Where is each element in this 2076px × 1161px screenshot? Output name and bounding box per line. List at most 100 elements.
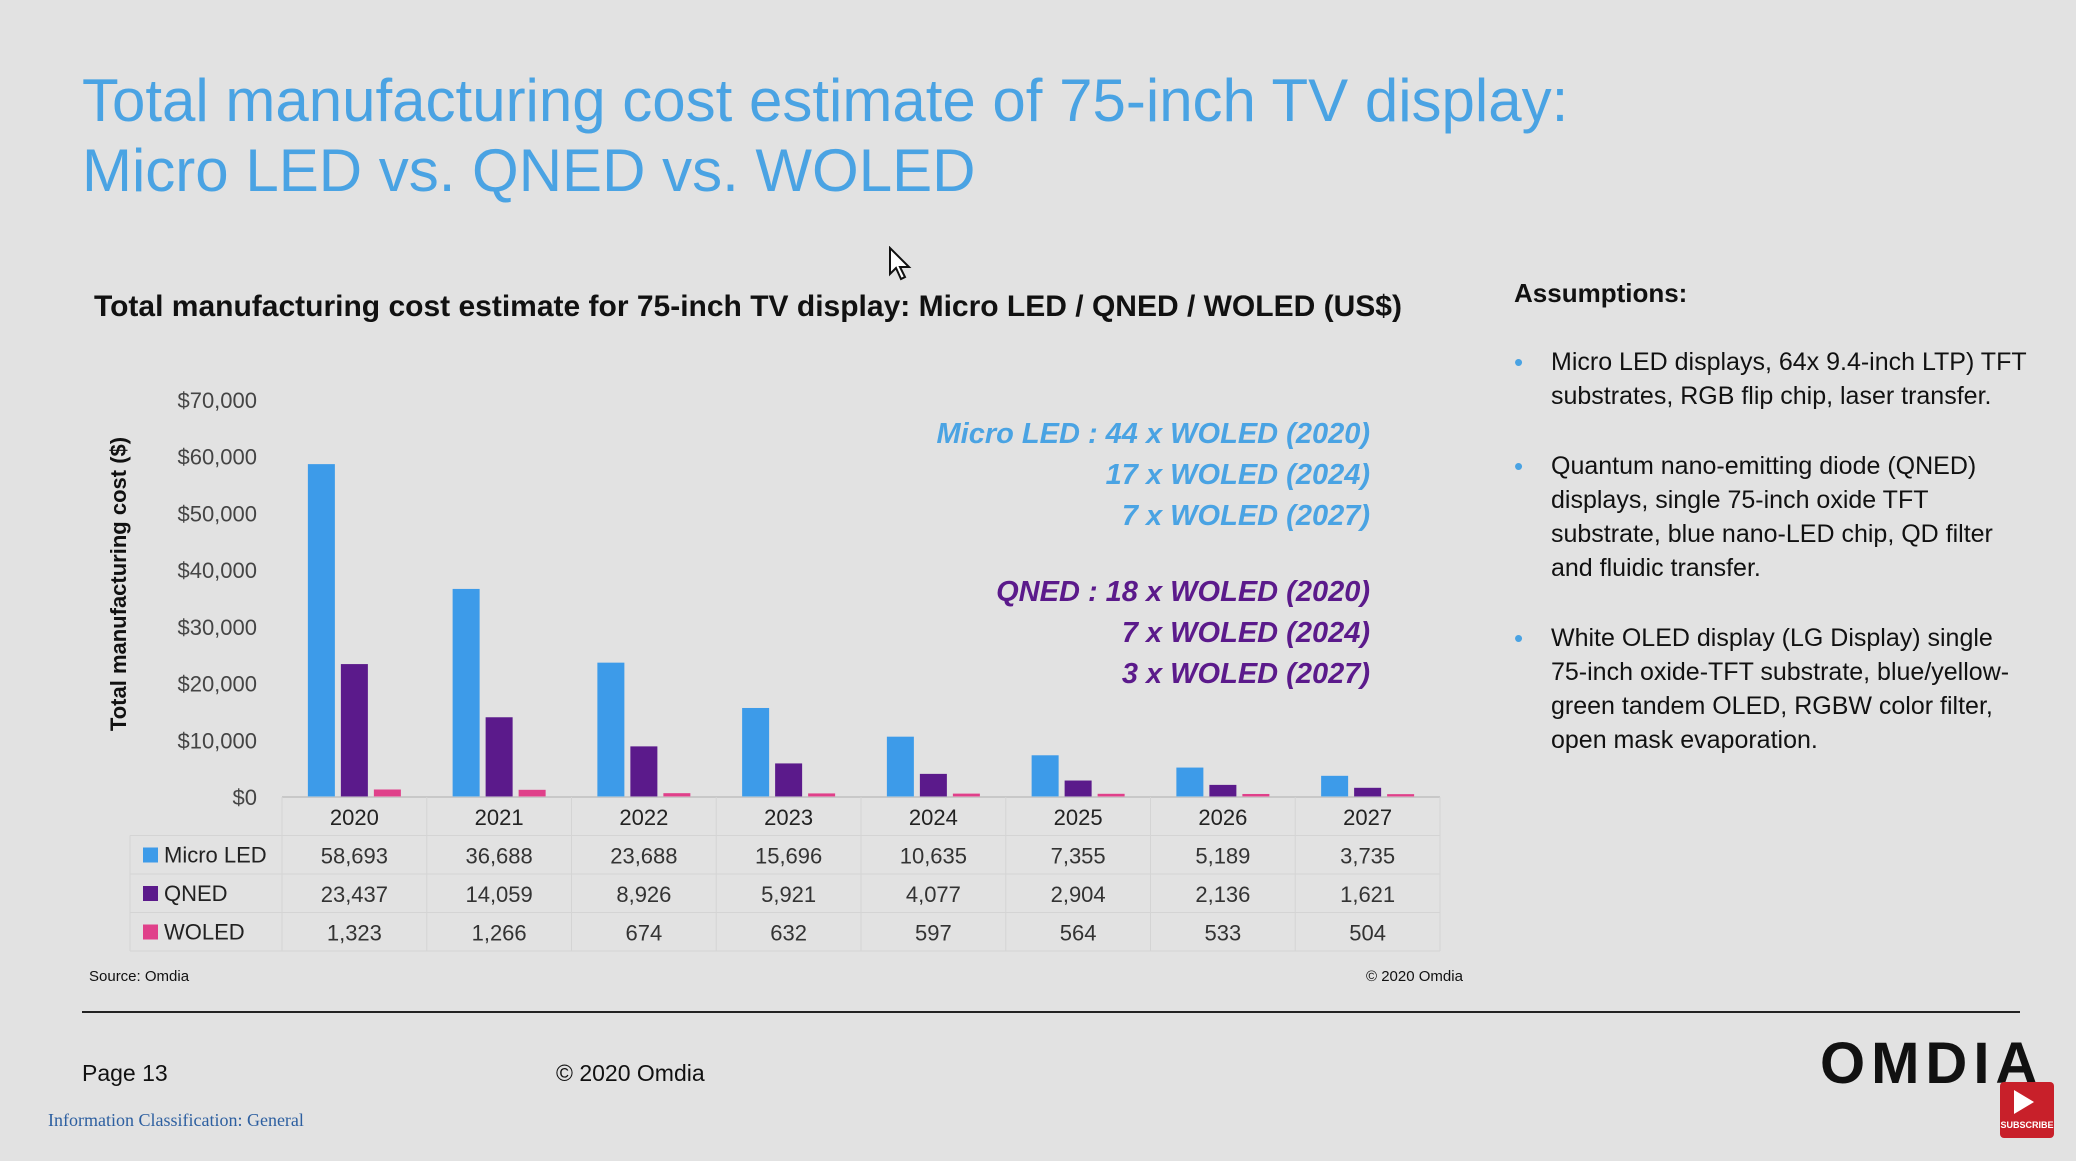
data-label: 14,059 <box>465 882 532 907</box>
data-label: 23,437 <box>321 882 388 907</box>
bar <box>1321 775 1349 797</box>
x-tick-label: 2024 <box>909 805 958 830</box>
annotation-micro-led: Micro LED : 44 x WOLED (2020) <box>937 418 1371 450</box>
slide-title: Total manufacturing cost estimate of 75-… <box>82 66 1882 206</box>
data-label: 5,921 <box>761 882 816 907</box>
chart-source: Source: Omdia <box>89 968 190 985</box>
annotation-qned: QNED : 18 x WOLED (2020) <box>996 576 1370 608</box>
x-tick-label: 2026 <box>1198 805 1247 830</box>
slide-title-line-1: Total manufacturing cost estimate of 75-… <box>82 67 1569 134</box>
y-tick-label: $20,000 <box>177 672 257 697</box>
legend-swatch <box>143 886 158 901</box>
annotation-micro-led: 17 x WOLED (2024) <box>1106 459 1370 491</box>
bar <box>1097 793 1125 797</box>
footer-divider <box>82 1011 2020 1013</box>
chart-title: Total manufacturing cost estimate for 75… <box>94 290 1402 323</box>
data-label: 10,635 <box>900 844 967 869</box>
data-label: 8,926 <box>616 882 671 907</box>
assumptions-list: • Micro LED displays, 64x 9.4-inch LTP) T… <box>1514 345 2034 793</box>
data-label: 3,735 <box>1340 844 1395 869</box>
play-icon <box>2014 1090 2034 1114</box>
legend-label: Micro LED <box>164 843 267 868</box>
bar <box>518 789 546 797</box>
data-label: 1,266 <box>472 921 527 946</box>
data-label: 36,688 <box>465 844 532 869</box>
mouse-cursor-icon <box>889 246 912 281</box>
chart-copyright: © 2020 Omdia <box>1366 968 1463 985</box>
assumption-item: • Micro LED displays, 64x 9.4-inch LTP) T… <box>1514 345 2034 413</box>
data-label: 564 <box>1060 921 1097 946</box>
bullet-icon: • <box>1514 623 1524 653</box>
data-label: 2,136 <box>1195 882 1250 907</box>
assumptions-title: Assumptions: <box>1514 278 1688 308</box>
bar <box>1209 784 1237 797</box>
data-label: 5,189 <box>1195 844 1250 869</box>
footer-copyright: © 2020 Omdia <box>556 1060 705 1086</box>
bar <box>630 746 658 797</box>
data-label: 7,355 <box>1051 844 1106 869</box>
legend-label: QNED <box>164 881 228 906</box>
y-tick-label: $70,000 <box>177 388 257 413</box>
y-tick-label: $0 <box>233 785 257 810</box>
subscribe-button[interactable]: SUBSCRIBE <box>2000 1082 2054 1138</box>
legend-swatch <box>143 847 158 863</box>
bar <box>1031 755 1059 797</box>
assumption-text: Quantum nano-emitting diode (QNED) displ… <box>1551 452 1993 582</box>
data-label: 597 <box>915 921 952 946</box>
bar <box>1354 787 1382 797</box>
data-label: 504 <box>1349 921 1386 946</box>
x-tick-label: 2025 <box>1054 805 1103 830</box>
data-label: 2,904 <box>1051 882 1106 907</box>
bullet-icon: • <box>1514 451 1524 481</box>
data-label: 632 <box>770 921 807 946</box>
bar <box>485 717 513 797</box>
data-label: 1,323 <box>327 921 382 946</box>
bar <box>307 464 335 797</box>
bar <box>1242 793 1270 797</box>
bar <box>1176 767 1204 797</box>
assumption-item: • Quantum nano-emitting diode (QNED) disp… <box>1514 449 2034 585</box>
data-label: 4,077 <box>906 882 961 907</box>
bar <box>452 588 480 797</box>
y-axis-label: Total manufacturing cost ($) <box>106 437 131 731</box>
data-label: 58,693 <box>321 844 388 869</box>
bar <box>373 789 401 797</box>
bar <box>886 736 914 797</box>
data-label: 23,688 <box>610 844 677 869</box>
bar <box>597 662 625 797</box>
x-tick-label: 2023 <box>764 805 813 830</box>
bar <box>340 664 368 797</box>
bar <box>1064 780 1092 797</box>
bar <box>952 793 980 797</box>
x-tick-label: 2020 <box>330 805 379 830</box>
data-label: 533 <box>1205 921 1242 946</box>
annotation-qned: 3 x WOLED (2027) <box>1122 658 1370 690</box>
data-label: 674 <box>626 921 663 946</box>
annotation-qned: 7 x WOLED (2024) <box>1122 617 1370 649</box>
bar <box>808 793 836 797</box>
bullet-icon: • <box>1514 347 1524 377</box>
bar <box>775 763 803 797</box>
bar <box>919 773 947 797</box>
page-number: Page 13 <box>82 1060 168 1086</box>
x-tick-label: 2027 <box>1343 805 1392 830</box>
y-tick-label: $30,000 <box>177 615 257 640</box>
assumption-text: White OLED display (LG Display) single 7… <box>1551 624 2010 754</box>
data-label: 1,621 <box>1340 882 1395 907</box>
legend-swatch <box>143 924 158 940</box>
annotation-micro-led: 7 x WOLED (2027) <box>1122 500 1370 532</box>
x-tick-label: 2022 <box>619 805 668 830</box>
bar <box>742 707 770 797</box>
slide-title-line-2: Micro LED vs. QNED vs. WOLED <box>82 137 976 204</box>
y-tick-label: $10,000 <box>177 728 257 753</box>
bar <box>1387 794 1415 797</box>
classification-label: Information Classification: General <box>48 1110 304 1130</box>
assumption-text: Micro LED displays, 64x 9.4-inch LTP) TF… <box>1551 348 2027 410</box>
data-label: 15,696 <box>755 844 822 869</box>
y-tick-label: $60,000 <box>177 445 257 470</box>
x-tick-label: 2021 <box>475 805 524 830</box>
y-tick-label: $50,000 <box>177 501 257 526</box>
legend-label: WOLED <box>164 920 245 945</box>
